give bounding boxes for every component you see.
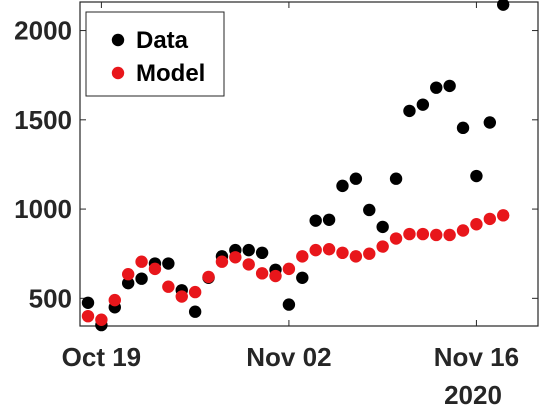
data-point-data [403,104,416,118]
y-tick-label: 1500 [14,105,72,135]
data-point-data [430,81,443,94]
data-point-data [121,276,135,290]
legend-marker-data [111,33,125,47]
x-tick-label: Nov 02 [246,342,331,372]
x-tick-labels: Oct 19 Nov 02 Nov 16 [62,342,519,372]
data-point-data [162,257,175,270]
y-tick-label: 2000 [14,16,72,46]
data-point-model [403,227,416,241]
data-point-data [470,169,483,183]
data-point-model [322,243,336,256]
data-point-data [336,179,349,193]
data-point-data [81,296,95,309]
data-point-model [443,228,456,242]
data-point-data [376,220,389,234]
data-point-data [188,305,202,318]
data-point-model [497,209,510,222]
data-point-model [456,224,470,237]
data-point-data [497,0,510,11]
y-tick-label: 1000 [14,194,72,224]
y-tick-label: 500 [29,283,72,313]
data-point-data [363,203,376,217]
y-tick-labels: 500 1000 1500 2000 [14,16,72,314]
data-point-model [188,285,202,299]
data-point-model [215,255,229,268]
data-point-model [175,290,188,303]
x-tick-label: Nov 16 [434,342,519,372]
data-point-model [255,267,269,280]
data-point-data [282,298,296,311]
data-point-model [349,250,363,263]
data-point-data [296,271,309,285]
x-axis-year-label: 2020 [444,380,502,410]
data-point-model [148,262,162,276]
data-point-data [242,243,255,257]
data-point-data [456,121,470,135]
data-point-model [389,232,403,245]
data-point-model [430,228,443,242]
data-point-model [242,258,255,271]
data-point-model [309,243,322,257]
legend: Data Model [85,11,225,97]
data-point-model [108,293,121,307]
data-point-data [309,214,322,227]
data-point-model [363,247,376,260]
legend-label-data: Data [136,27,189,54]
legend-marker-model [111,66,125,80]
data-point-model [483,212,497,226]
data-point-model [162,280,175,293]
data-points [81,0,510,332]
legend-box [85,11,225,97]
data-point-model [202,270,215,284]
data-point-model [336,246,349,260]
data-point-data [255,246,269,260]
data-point-model [470,218,483,231]
data-point-model [376,240,389,253]
data-point-model [229,251,242,264]
data-point-model [269,269,282,283]
data-point-data [389,172,403,185]
data-point-data [349,172,363,185]
data-point-model [135,255,148,268]
data-point-model [121,268,135,281]
data-point-model [282,262,296,276]
data-point-model [81,309,95,323]
data-point-data [135,272,148,285]
data-point-data [483,116,497,129]
data-point-model [296,250,309,263]
data-point-model [95,313,108,326]
legend-label-model: Model [136,60,205,87]
data-point-data [416,98,430,111]
x-tick-label: Oct 19 [62,342,142,372]
data-point-data [322,213,336,226]
data-point-data [443,79,456,93]
data-point-model [416,227,430,241]
